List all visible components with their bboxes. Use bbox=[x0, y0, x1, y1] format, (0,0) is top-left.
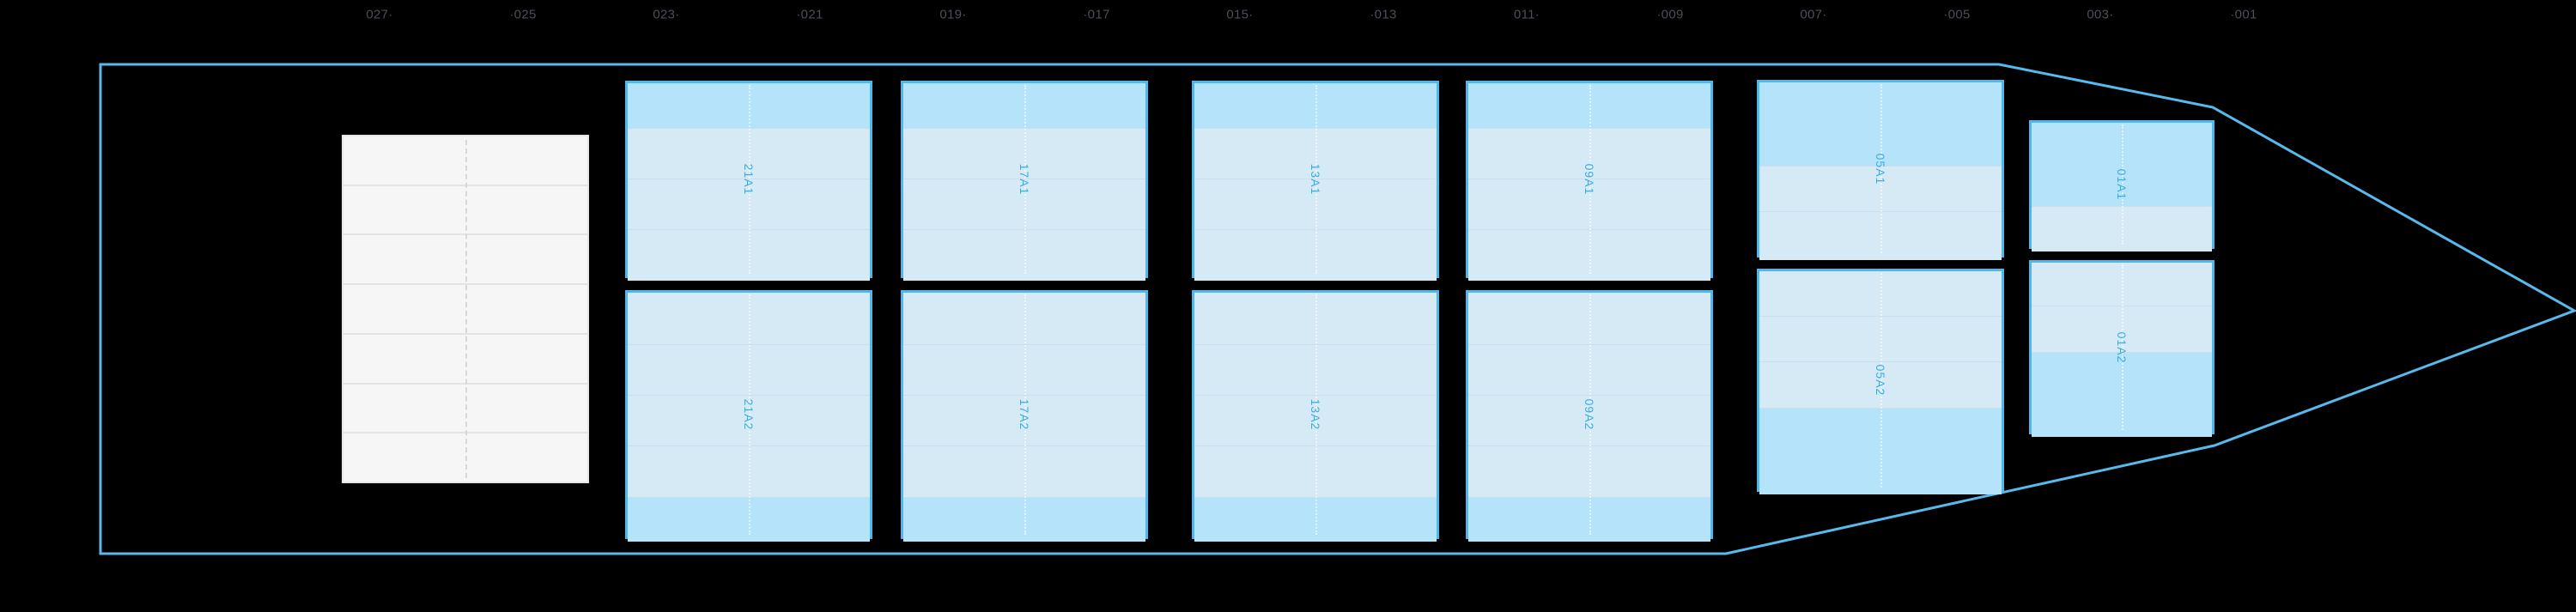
bay-centerline bbox=[1880, 273, 1882, 488]
bay-centerline bbox=[1024, 85, 1026, 274]
bay-number-label: 023· bbox=[653, 7, 680, 22]
bay-centerline bbox=[1315, 85, 1317, 274]
bay-label: 09A2 bbox=[1583, 398, 1596, 431]
bay-centerline bbox=[1589, 85, 1591, 274]
bay-label: 05A2 bbox=[1874, 364, 1887, 397]
bay-centerline bbox=[2122, 264, 2123, 430]
bay-01A1[interactable]: 01A1 bbox=[2029, 120, 2215, 251]
bay-17A2[interactable]: 17A2 bbox=[901, 290, 1148, 542]
bay-number-label: 027· bbox=[366, 7, 393, 22]
bay-17A1[interactable]: 17A1 bbox=[901, 81, 1148, 281]
bay-label: 13A2 bbox=[1309, 398, 1322, 431]
bay-number-label: ·021 bbox=[796, 7, 823, 22]
bay-centerline bbox=[1024, 294, 1026, 535]
bay-number-label: 015· bbox=[1226, 7, 1254, 22]
bay-number-label: ·013 bbox=[1370, 7, 1397, 22]
bay-05A2[interactable]: 05A2 bbox=[1757, 269, 2004, 494]
bay-number-label: ·017 bbox=[1083, 7, 1110, 22]
bay-05A1[interactable]: 05A1 bbox=[1757, 80, 2004, 260]
bay-number-label: ·001 bbox=[2230, 7, 2257, 22]
bay-number-label: ·009 bbox=[1656, 7, 1684, 22]
bay-09A1[interactable]: 09A1 bbox=[1466, 81, 1713, 281]
bay-number-label: 011· bbox=[1513, 7, 1540, 22]
bay-13A1[interactable]: 13A1 bbox=[1192, 81, 1439, 281]
bay-label: 01A1 bbox=[2115, 168, 2129, 201]
bay-number-label: ·005 bbox=[1943, 7, 1971, 22]
bay-13A2[interactable]: 13A2 bbox=[1192, 290, 1439, 542]
bay-label: 09A1 bbox=[1583, 163, 1596, 196]
bay-number-label: 003· bbox=[2087, 7, 2114, 22]
bay-09A2[interactable]: 09A2 bbox=[1466, 290, 1713, 542]
bay-centerline bbox=[1880, 84, 1882, 253]
hull-polygon bbox=[99, 63, 2576, 555]
bay-label: 05A1 bbox=[1874, 153, 1887, 185]
bay-label: 21A1 bbox=[742, 163, 756, 196]
bay-label: 17A2 bbox=[1018, 398, 1031, 431]
bay-centerline bbox=[749, 85, 750, 274]
bay-centerline bbox=[2122, 124, 2123, 245]
bay-label: 17A1 bbox=[1018, 163, 1031, 196]
superstructure-block bbox=[342, 135, 589, 483]
bay-number-label: 019· bbox=[939, 7, 967, 22]
bay-centerline bbox=[1315, 294, 1317, 535]
bay-01A2[interactable]: 01A2 bbox=[2029, 260, 2215, 437]
bay-label: 01A2 bbox=[2115, 331, 2129, 363]
bay-number-label: 007· bbox=[1800, 7, 1827, 22]
bay-label: 21A2 bbox=[742, 398, 756, 431]
bay-centerline bbox=[1589, 294, 1591, 535]
bay-21A1[interactable]: 21A1 bbox=[625, 81, 872, 281]
superstructure-centerline bbox=[465, 140, 467, 478]
bay-number-label: ·025 bbox=[509, 7, 537, 22]
bay-21A2[interactable]: 21A2 bbox=[625, 290, 872, 542]
bay-centerline bbox=[749, 294, 750, 535]
bay-label: 13A1 bbox=[1309, 163, 1322, 196]
